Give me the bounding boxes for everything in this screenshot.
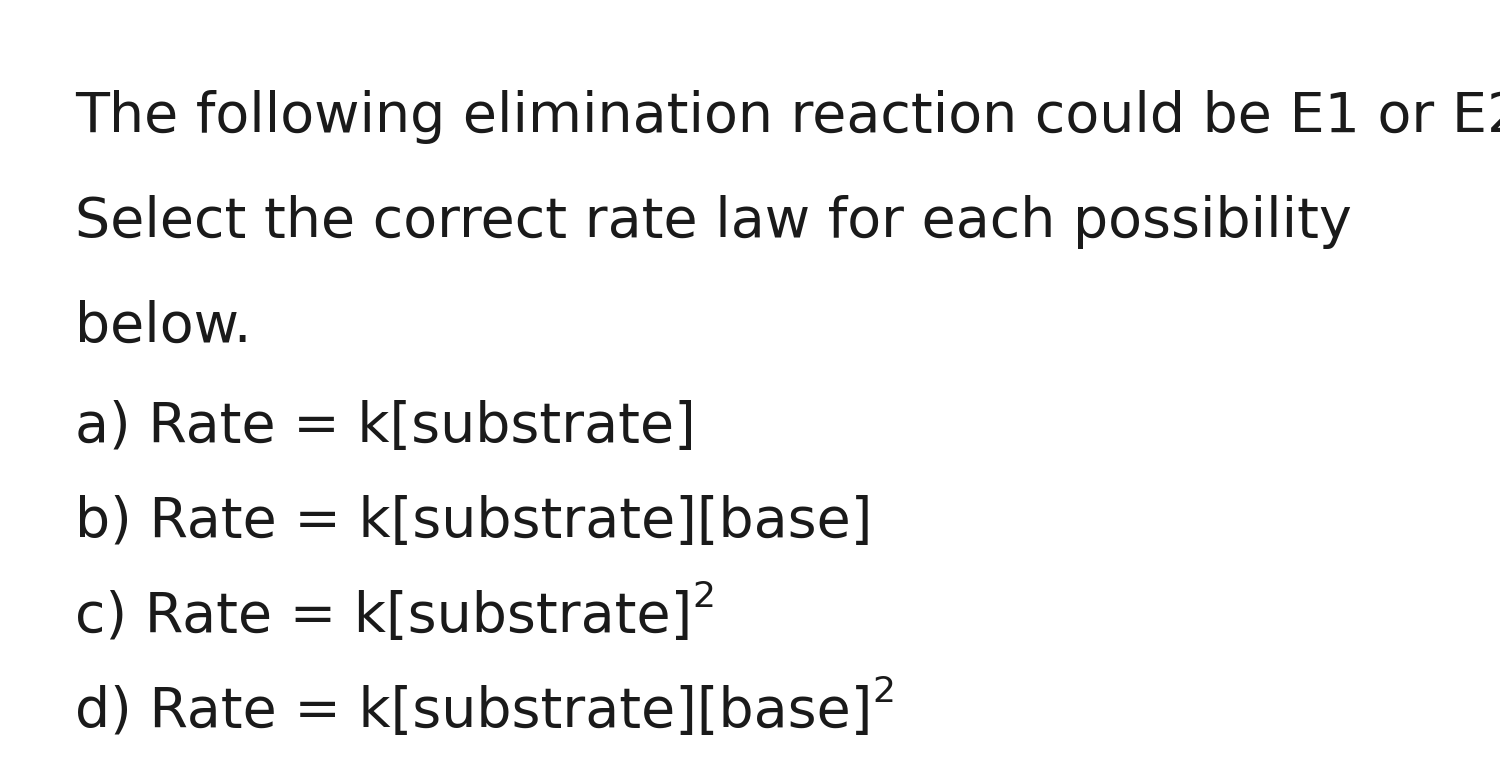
Text: The following elimination reaction could be E1 or E2.: The following elimination reaction could… [75, 90, 1500, 144]
Text: a) Rate = k[substrate]: a) Rate = k[substrate] [75, 400, 696, 454]
Text: 2: 2 [873, 675, 895, 709]
Text: c) Rate = k[substrate]: c) Rate = k[substrate] [75, 590, 692, 644]
Text: Select the correct rate law for each possibility: Select the correct rate law for each pos… [75, 195, 1352, 249]
Text: 2: 2 [692, 580, 715, 614]
Text: b) Rate = k[substrate][base]: b) Rate = k[substrate][base] [75, 495, 873, 549]
Text: d) Rate = k[substrate][base]: d) Rate = k[substrate][base] [75, 685, 873, 739]
Text: below.: below. [75, 300, 252, 354]
